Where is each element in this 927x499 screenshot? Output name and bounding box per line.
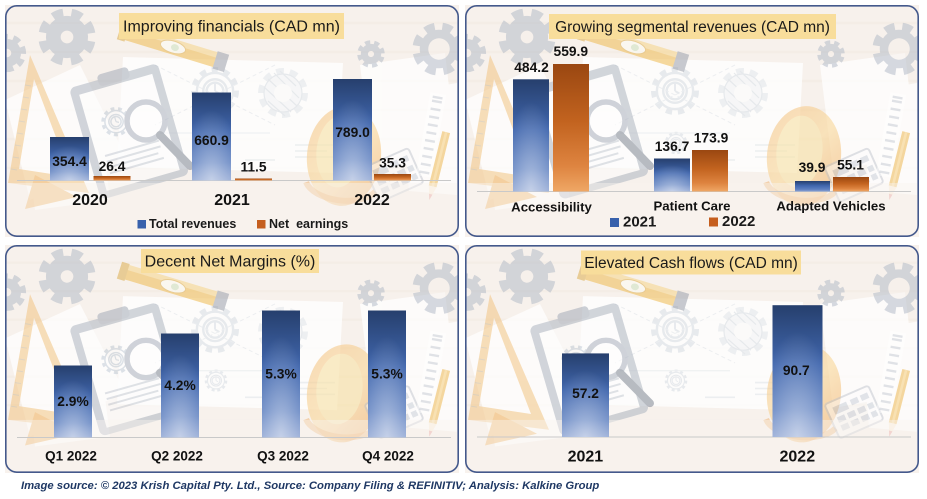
svg-text:Total revenues: Total revenues: [149, 217, 236, 231]
svg-text:35.3: 35.3: [379, 156, 406, 171]
svg-text:Adapted Vehicles: Adapted Vehicles: [776, 199, 885, 214]
svg-text:Q3 2022: Q3 2022: [257, 449, 309, 464]
svg-text:559.9: 559.9: [554, 44, 589, 59]
svg-text:Decent Net Margins (%): Decent Net Margins (%): [145, 254, 316, 271]
svg-text:57.2: 57.2: [572, 386, 599, 401]
svg-text:Accessibility: Accessibility: [511, 200, 592, 215]
svg-text:Net earnings: Net earnings: [269, 217, 348, 231]
svg-text:26.4: 26.4: [99, 159, 126, 174]
svg-text:2.9%: 2.9%: [57, 394, 88, 409]
svg-text:484.2: 484.2: [514, 60, 549, 75]
svg-text:39.9: 39.9: [799, 160, 826, 175]
svg-text:2022: 2022: [722, 213, 755, 230]
svg-text:2021: 2021: [568, 449, 604, 466]
svg-text:Growing segmental revenues (CA: Growing segmental revenues (CAD mn): [555, 19, 830, 36]
svg-text:Patient Care: Patient Care: [654, 199, 731, 214]
svg-text:2021: 2021: [214, 192, 250, 209]
svg-text:2022: 2022: [354, 192, 390, 209]
svg-text:90.7: 90.7: [783, 363, 810, 378]
svg-text:5.3%: 5.3%: [371, 367, 402, 382]
svg-text:Improving financials (CAD mn): Improving financials (CAD mn): [123, 19, 340, 36]
svg-text:789.0: 789.0: [335, 125, 370, 140]
svg-text:11.5: 11.5: [240, 160, 266, 175]
svg-text:5.3%: 5.3%: [265, 367, 296, 382]
svg-text:136.7: 136.7: [655, 139, 690, 154]
svg-text:4.2%: 4.2%: [164, 378, 195, 393]
svg-text:Elevated Cash flows (CAD mn): Elevated Cash flows (CAD mn): [584, 255, 798, 272]
svg-text:Q1 2022: Q1 2022: [45, 449, 97, 464]
svg-text:55.1: 55.1: [837, 158, 864, 173]
svg-text:660.9: 660.9: [194, 133, 229, 148]
svg-text:2022: 2022: [780, 449, 816, 466]
svg-text:2020: 2020: [72, 192, 108, 209]
svg-text:173.9: 173.9: [694, 131, 729, 146]
svg-text:354.4: 354.4: [52, 154, 87, 169]
svg-text:Q2 2022: Q2 2022: [151, 449, 203, 464]
svg-text:Q4 2022: Q4 2022: [362, 449, 414, 464]
svg-text:2021: 2021: [623, 214, 656, 231]
